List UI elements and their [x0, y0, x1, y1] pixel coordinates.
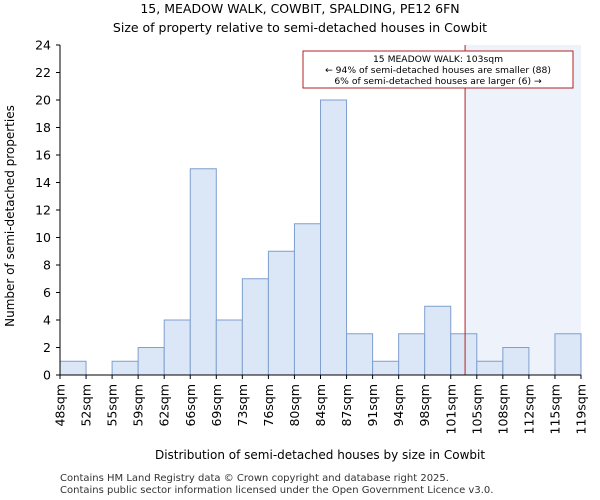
bar-105sqm: [476, 360, 504, 376]
y-tick-label: 8: [43, 258, 51, 273]
x-tick-label: 59sqm: [131, 384, 146, 427]
y-tick-label: 6: [43, 285, 51, 300]
footer-line-1: Contains HM Land Registry data © Crown c…: [60, 473, 449, 484]
x-tick-label: 105sqm: [469, 384, 484, 434]
bar-66sqm: [189, 168, 217, 376]
y-tick-label: 12: [35, 203, 51, 218]
chart-subtitle: Size of property relative to semi-detach…: [113, 20, 487, 35]
y-tick-label: 14: [35, 175, 51, 190]
x-tick-label: 76sqm: [261, 384, 276, 427]
x-tick-label: 52sqm: [79, 384, 94, 427]
y-tick-label: 18: [35, 120, 51, 135]
x-tick-label: 87sqm: [339, 384, 354, 427]
x-tick-label: 48sqm: [53, 384, 68, 427]
y-tick-label: 16: [35, 148, 51, 163]
y-tick-label: 24: [35, 38, 51, 53]
bar-87sqm: [346, 333, 374, 376]
x-tick-label: 73sqm: [235, 384, 250, 427]
x-tick-label: 108sqm: [495, 384, 510, 434]
y-tick-label: 22: [35, 65, 51, 80]
y-tick-label: 4: [43, 313, 51, 328]
chart-title: 15, MEADOW WALK, COWBIT, SPALDING, PE12 …: [140, 1, 459, 16]
x-tick-label: 101sqm: [443, 384, 458, 434]
y-axis-label: Number of semi-detached properties: [3, 105, 17, 327]
bar-73sqm: [241, 278, 269, 376]
bar-80sqm: [293, 223, 322, 376]
bar-115sqm: [554, 333, 582, 376]
bar-76sqm: [267, 250, 295, 376]
bar-91sqm: [372, 360, 400, 376]
bar-69sqm: [215, 319, 243, 376]
bar-62sqm: [163, 319, 191, 376]
bar-98sqm: [424, 305, 452, 376]
x-tick-label: 94sqm: [391, 384, 406, 427]
footer-line-2: Contains public sector information licen…: [60, 485, 494, 496]
bar-55sqm: [111, 360, 139, 376]
bar-59sqm: [137, 347, 165, 376]
annotation-box: [302, 50, 574, 89]
x-tick-label: 84sqm: [313, 384, 328, 427]
x-axis-label: Distribution of semi-detached houses by …: [155, 448, 485, 462]
y-tick-label: 0: [43, 368, 51, 383]
x-tick-label: 115sqm: [547, 384, 562, 434]
x-tick-label: 66sqm: [183, 384, 198, 427]
bar-84sqm: [320, 99, 348, 376]
x-tick-label: 98sqm: [417, 384, 432, 427]
x-tick-label: 69sqm: [209, 384, 224, 427]
annotation-line-1: 15 MEADOW WALK: 103sqm: [373, 54, 503, 65]
y-tick-label: 20: [35, 93, 51, 108]
x-tick-label: 55sqm: [105, 384, 120, 427]
bar-108sqm: [502, 347, 530, 376]
y-tick-label: 2: [43, 340, 51, 355]
x-tick-label: 91sqm: [365, 384, 380, 427]
x-tick-label: 62sqm: [157, 384, 172, 427]
annotation-line-2: ← 94% of semi-detached houses are smalle…: [325, 65, 551, 76]
x-tick-label: 80sqm: [287, 384, 302, 427]
larger-properties-shade: [465, 45, 581, 375]
annotation-line-3: 6% of semi-detached houses are larger (6…: [334, 76, 542, 87]
bar-94sqm: [398, 333, 426, 376]
x-tick-label: 112sqm: [521, 384, 536, 434]
y-tick-label: 10: [35, 230, 51, 245]
x-tick-label: 119sqm: [574, 384, 589, 434]
bar-48sqm: [59, 360, 87, 376]
bar-101sqm: [450, 333, 478, 376]
